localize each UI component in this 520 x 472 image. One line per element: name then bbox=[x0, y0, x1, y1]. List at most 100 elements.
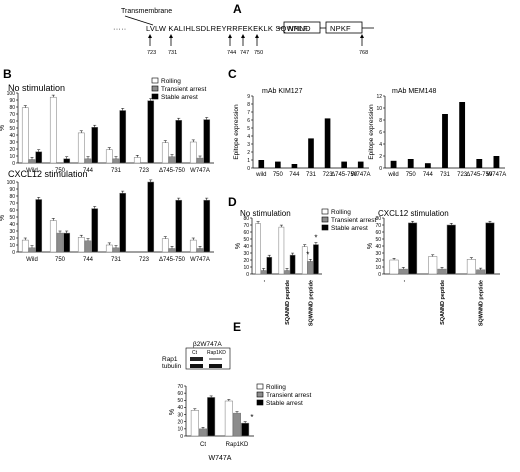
y-tick-label: 30 bbox=[9, 229, 15, 235]
legend-swatch-stable bbox=[151, 93, 159, 100]
x-tick-label: W747A bbox=[190, 257, 210, 263]
y-tick-label: 40 bbox=[177, 405, 183, 411]
y-tick-label: 12 bbox=[376, 94, 382, 100]
y-tick-label: 6 bbox=[379, 130, 382, 136]
significance-asterisk: * bbox=[306, 250, 309, 259]
y-tick-label: 80 bbox=[9, 194, 15, 200]
y-tick-label: 4 bbox=[247, 134, 250, 140]
y-tick-label: 20 bbox=[177, 420, 183, 426]
bar-transient-arrest bbox=[199, 428, 207, 437]
legend-label-transient: Transient arrest bbox=[331, 217, 376, 224]
y-tick-label: 100 bbox=[7, 180, 16, 186]
bar-stable-arrest bbox=[63, 158, 71, 164]
blot-band bbox=[209, 358, 222, 360]
bar-rolling bbox=[77, 132, 85, 164]
y-tick-label: 8 bbox=[247, 102, 250, 108]
blot-lane-ct: Ct bbox=[192, 350, 198, 356]
y-tick-label: 60 bbox=[9, 208, 15, 214]
bar-stable-arrest bbox=[485, 222, 495, 275]
bar-rolling bbox=[428, 256, 438, 275]
bar-stable-arrest bbox=[119, 110, 127, 164]
bar-rolling bbox=[278, 226, 285, 275]
y-tick-label: 60 bbox=[9, 119, 15, 125]
bar-transient-arrest bbox=[437, 268, 447, 275]
y-tick-label: 40 bbox=[9, 133, 15, 139]
x-tick-label: Δ745-750 bbox=[159, 168, 186, 174]
bar bbox=[476, 159, 483, 168]
bar-transient-arrest bbox=[168, 248, 176, 253]
x-tick-label: Rap1KD bbox=[226, 442, 249, 448]
y-tick-label: 30 bbox=[9, 140, 15, 146]
x-tick-label: W747A bbox=[487, 172, 507, 178]
y-tick-label: 30 bbox=[177, 412, 183, 418]
y-tick-label: 40 bbox=[375, 244, 381, 250]
x-tick-label: wild bbox=[387, 172, 398, 178]
bar bbox=[341, 161, 347, 168]
bar-transient-arrest bbox=[196, 157, 204, 164]
y-tick-label: 10 bbox=[375, 265, 381, 271]
x-tick-label: 750 bbox=[406, 172, 417, 178]
y-tick-label: 80 bbox=[375, 216, 381, 222]
legend-label-stable: Stable arrest bbox=[161, 94, 198, 101]
x-tick-label: 744 bbox=[289, 172, 300, 178]
npxf-box-1 bbox=[283, 21, 321, 34]
bar-transient-arrest bbox=[476, 269, 486, 275]
npxf-label-1: NPLF bbox=[288, 24, 308, 33]
bar-stable-arrest bbox=[175, 120, 183, 164]
bar-rolling bbox=[161, 142, 169, 164]
legend-label-transient: Transient arrest bbox=[266, 392, 311, 399]
subtitle-c-left: mAb KIM127 bbox=[262, 88, 303, 95]
bar-transient-arrest bbox=[260, 270, 267, 275]
x-tick-label: Ct bbox=[200, 442, 206, 448]
y-tick-label: 9 bbox=[247, 94, 250, 100]
bar-transient-arrest bbox=[168, 156, 176, 164]
bar-transient-arrest bbox=[233, 412, 241, 437]
bar-stable-arrest bbox=[266, 256, 273, 275]
npxf-box-2 bbox=[325, 21, 363, 34]
y-tick-label: 0 bbox=[12, 250, 15, 256]
x-tick-label: Δ745-750 bbox=[331, 172, 358, 178]
position-label-750: 750 bbox=[254, 50, 263, 56]
y-tick-label: 90 bbox=[9, 98, 15, 104]
bar-transient-arrest bbox=[196, 248, 204, 253]
legend-swatch-transient bbox=[151, 85, 159, 92]
x-tick-label: Wild bbox=[26, 257, 38, 263]
bar-rolling bbox=[21, 239, 29, 253]
y-tick-label: 10 bbox=[177, 427, 183, 433]
x-tick-label: 723 bbox=[323, 172, 334, 178]
blot-band bbox=[190, 357, 203, 361]
bar-rolling bbox=[466, 259, 476, 275]
sequence-lead-dots: ····· bbox=[113, 24, 127, 33]
x-tick-label: SQWNND peptide bbox=[479, 280, 485, 326]
position-arrowhead bbox=[148, 34, 152, 38]
y-tick-label: 50 bbox=[177, 398, 183, 404]
legend-label-stable: Stable arrest bbox=[266, 400, 303, 407]
bar-transient-arrest bbox=[112, 158, 120, 164]
x-tick-label: 731 bbox=[306, 172, 317, 178]
legend-swatch-rolling bbox=[256, 383, 264, 390]
position-label-768: 768 bbox=[359, 50, 368, 56]
legend-label-rolling: Rolling bbox=[161, 78, 181, 85]
chart-c-kim127: 0 1 2 3 4 5 6 7 8 9 Epitope expression wild 750 744 73… bbox=[233, 94, 371, 178]
y-axis-label: Epitope expression bbox=[368, 104, 375, 160]
x-tick-label: 744 bbox=[423, 172, 434, 178]
legend-swatch-stable bbox=[256, 399, 264, 406]
position-label-744: 744 bbox=[227, 50, 236, 56]
y-tick-label: 6 bbox=[247, 118, 250, 124]
position-label-723: 723 bbox=[147, 50, 156, 56]
y-tick-label: 0 bbox=[180, 434, 183, 440]
legend-label-rolling: Rolling bbox=[266, 384, 286, 391]
y-tick-label: 30 bbox=[243, 251, 249, 257]
sequence-text: LVLW KALIHLSDLREYRRFEKEKLK SQWNND bbox=[146, 24, 311, 33]
y-tick-label: 60 bbox=[375, 230, 381, 236]
bar bbox=[275, 161, 281, 168]
bar bbox=[459, 102, 466, 168]
bar-stable-arrest bbox=[241, 422, 250, 437]
y-tick-label: 10 bbox=[9, 154, 15, 160]
x-tick-label: 750 bbox=[55, 257, 66, 263]
y-axis-label: % bbox=[235, 243, 242, 249]
x-tick-label: SQANND peptide bbox=[440, 280, 446, 325]
bar bbox=[324, 118, 331, 168]
western-blot: β2W747A Ct Rap1KD Rap1 tubulin bbox=[162, 341, 231, 370]
transmembrane-label: Transmembrane bbox=[121, 8, 172, 15]
